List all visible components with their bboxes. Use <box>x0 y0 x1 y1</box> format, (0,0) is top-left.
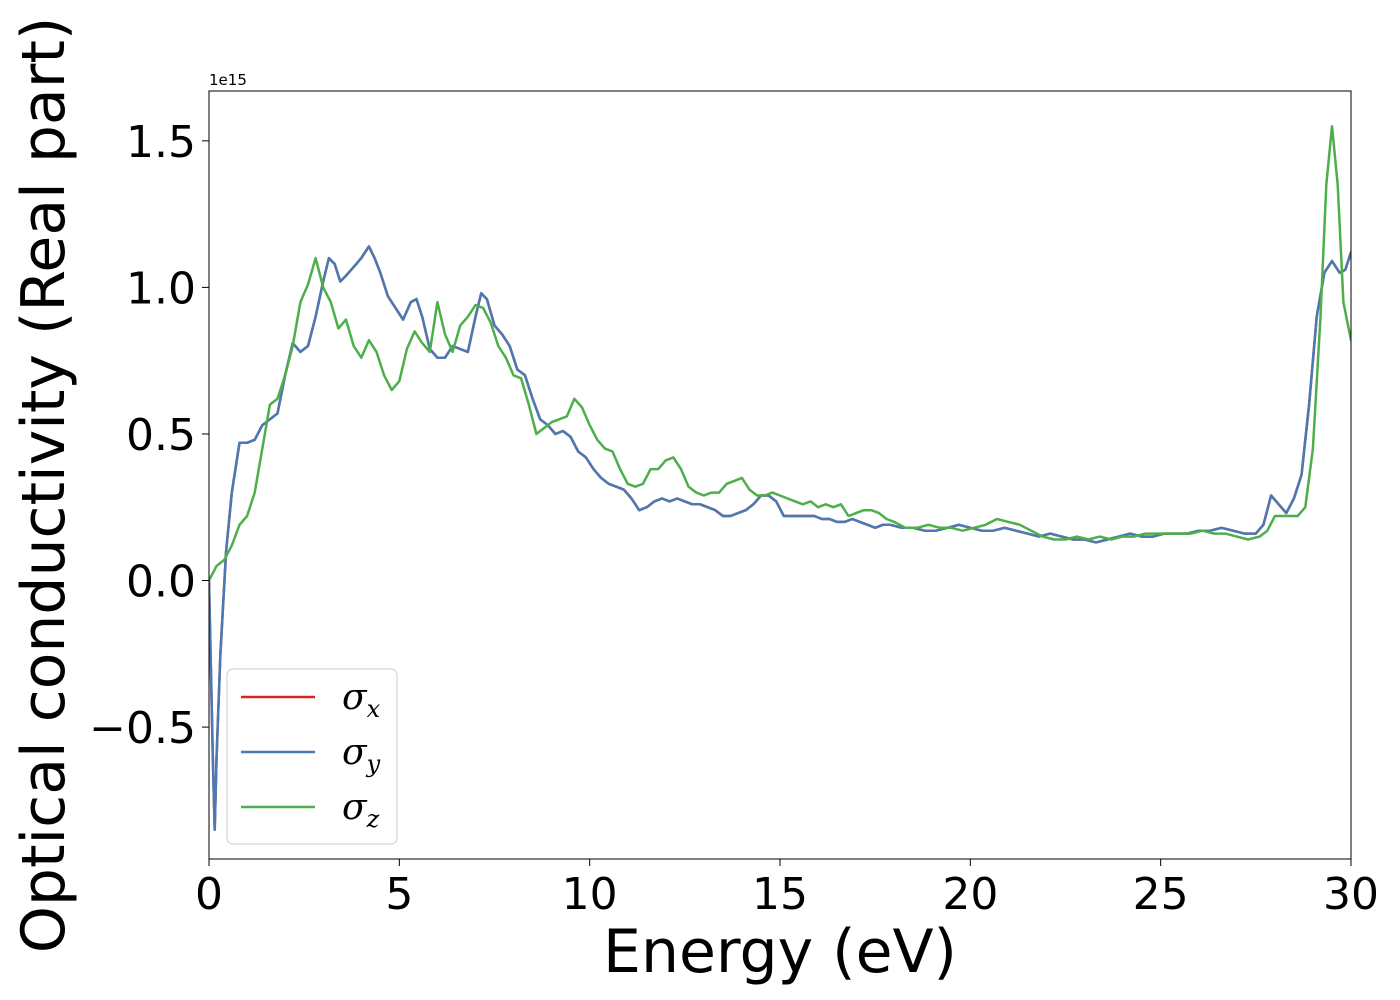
legend-label-y: σy <box>342 732 381 778</box>
legend: σx σy σz <box>226 668 398 845</box>
x-axis: 0 5 10 15 20 25 30 <box>195 859 1379 920</box>
y-tick-label: −0.5 <box>89 703 196 754</box>
y-tick-label: 0.0 <box>126 557 196 608</box>
legend-box <box>226 668 398 845</box>
series-line-z <box>209 124 1351 582</box>
y-tick-label: 0.5 <box>126 410 196 461</box>
y-tick-label: 1.0 <box>126 263 196 314</box>
x-tick-label: 25 <box>1133 869 1189 920</box>
x-tick-label: 30 <box>1323 869 1379 920</box>
legend-label-x: σx <box>342 677 381 723</box>
series-layer <box>209 124 1351 831</box>
x-tick-label: 0 <box>195 869 223 920</box>
x-axis-title: Energy (eV) <box>603 917 957 987</box>
y-axis: −0.5 0.0 0.5 1.0 1.5 <box>89 117 209 754</box>
y-tick-label: 1.5 <box>126 117 196 168</box>
x-tick-label: 20 <box>942 869 998 920</box>
x-tick-label: 15 <box>752 869 808 920</box>
y-offset-text: 1e15 <box>209 71 247 89</box>
y-axis-title: Optical conductivity (Real part) <box>9 17 79 954</box>
x-tick-label: 5 <box>385 869 413 920</box>
x-tick-label: 10 <box>562 869 618 920</box>
legend-label-z: σz <box>342 787 380 833</box>
